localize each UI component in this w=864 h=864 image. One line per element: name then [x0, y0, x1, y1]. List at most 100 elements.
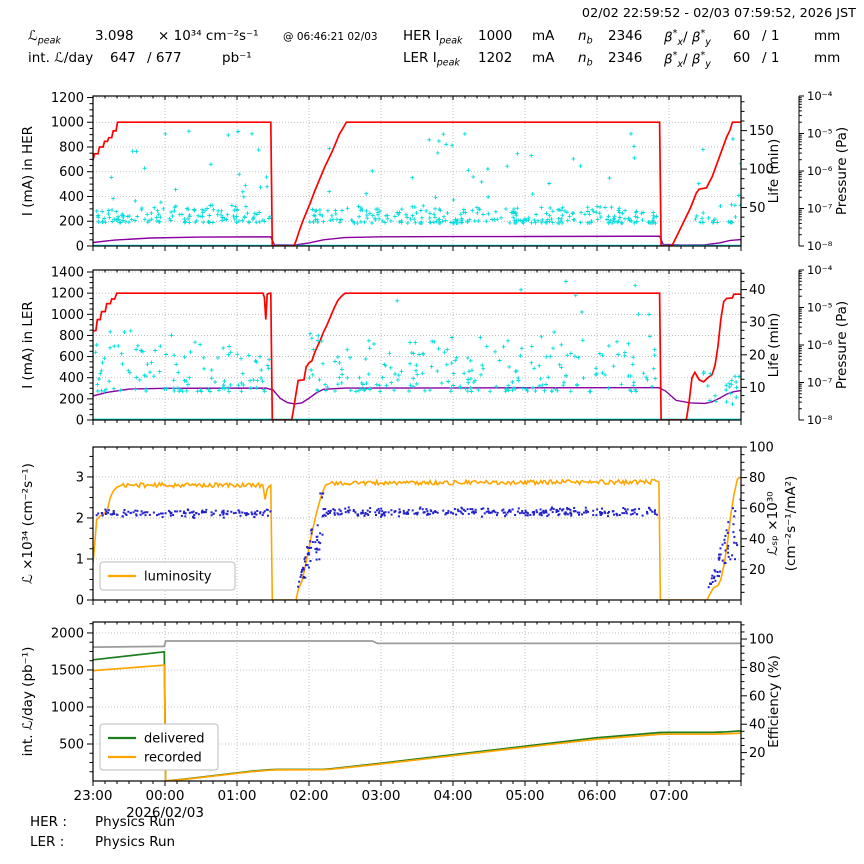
svg-text:20: 20 — [749, 348, 766, 363]
nb-her-value: 2346 — [608, 28, 643, 44]
ler-status-value: Physics Run — [95, 834, 176, 850]
ler-status-label: LER : — [30, 834, 65, 850]
svg-text:60: 60 — [749, 689, 766, 704]
svg-text:00:00: 00:00 — [146, 788, 185, 804]
svg-text:1: 1 — [76, 552, 84, 567]
her-current-line — [93, 121, 741, 246]
lpeak-value: 3.098 — [95, 28, 134, 44]
intlum-legend — [99, 723, 219, 771]
her-status-value: Physics Run — [95, 814, 176, 830]
lpeak-timestamp: @ 06:46:21 02/03 — [283, 31, 378, 43]
svg-text:2: 2 — [76, 511, 84, 526]
beta-unit-ler: mm — [814, 50, 841, 66]
svg-text:ℒ ×10³⁴ (cm⁻²s⁻¹): ℒ ×10³⁴ (cm⁻²s⁻¹) — [20, 463, 36, 584]
intlum-recorded-line — [93, 664, 741, 781]
svg-text:06:00: 06:00 — [578, 788, 617, 804]
svg-text:0: 0 — [76, 414, 84, 429]
svg-text:400: 400 — [59, 371, 84, 386]
her-ipeak-unit: mA — [532, 28, 555, 44]
beta-her-value: 60 — [733, 28, 751, 44]
her-ipeak-value: 1000 — [478, 28, 513, 44]
svg-text:800: 800 — [59, 329, 84, 344]
ler-lifetime-points — [93, 279, 741, 407]
her-ticks — [87, 95, 804, 251]
svg-text:800: 800 — [59, 140, 84, 155]
svg-text:60: 60 — [749, 502, 766, 517]
svg-text:1000: 1000 — [51, 308, 84, 323]
panel-lum: 0 1 2 3 20 40 60 80 100 ℒₛₚ ×10³⁰ (cm⁻²s⁻¹/mA²) ℒ ×… — [20, 441, 799, 609]
beta-ler-value: 60 — [733, 50, 751, 66]
svg-text:20: 20 — [749, 563, 766, 578]
svg-text:600: 600 — [59, 350, 84, 365]
svg-text:2026/02/03: 2026/02/03 — [126, 805, 204, 821]
her-pressure-line — [93, 235, 741, 246]
svg-text:1200: 1200 — [51, 287, 84, 302]
svg-text:40: 40 — [749, 532, 766, 547]
her-lifetime-points — [94, 129, 741, 226]
ler-ipeak-value: 1202 — [478, 50, 513, 66]
svg-text:1200: 1200 — [51, 91, 84, 106]
beta-her-value2: / 1 — [762, 28, 780, 44]
svg-text:10⁻⁶: 10⁻⁶ — [807, 164, 833, 178]
svg-text:10⁻⁷: 10⁻⁷ — [807, 202, 833, 216]
ler-ipeak-label: LER Ipeak — [403, 50, 460, 69]
svg-text:80: 80 — [749, 471, 766, 486]
svg-text:10⁻⁵: 10⁻⁵ — [807, 301, 833, 315]
lum-luminosity-line — [93, 476, 741, 600]
time-range-title: 02/02 22:59:52 - 02/03 07:59:52, 2026 JS… — [581, 6, 856, 21]
svg-text:(cm⁻²s⁻¹/mA²): (cm⁻²s⁻¹/mA²) — [783, 476, 799, 572]
svg-text:Life (min): Life (min) — [766, 139, 782, 204]
intlum-efficiency-line — [93, 640, 741, 648]
header-row-1: ℒpeak 3.098 × 10³⁴ cm⁻²s⁻¹ @ 06:46:21 02… — [0, 28, 864, 50]
svg-text:Life (min): Life (min) — [766, 313, 782, 378]
intlum-ticks — [87, 622, 747, 786]
lum-legend — [99, 561, 236, 591]
her-frame — [92, 95, 742, 247]
svg-text:3: 3 — [76, 470, 84, 485]
svg-text:200: 200 — [59, 392, 84, 407]
ler-pressure-line — [93, 386, 741, 405]
svg-text:04:00: 04:00 — [434, 788, 473, 804]
svg-text:ℒₛₚ ×10³⁰: ℒₛₚ ×10³⁰ — [765, 491, 781, 555]
svg-text:10⁻⁵: 10⁻⁵ — [807, 127, 833, 141]
svg-text:50: 50 — [749, 201, 766, 216]
lum-grid — [93, 447, 741, 600]
svg-text:I (mA) in LER: I (mA) in LER — [20, 301, 36, 389]
svg-text:600: 600 — [59, 165, 84, 180]
panel-intlum: 500 1000 1500 2000 20 40 60 80 100 Efficiency (%)… — [20, 621, 782, 821]
svg-text:07:00: 07:00 — [650, 788, 689, 804]
svg-text:01:00: 01:00 — [218, 788, 257, 804]
svg-text:Pressure (Pa): Pressure (Pa) — [834, 301, 850, 389]
svg-text:10: 10 — [749, 381, 766, 396]
svg-text:I (mA) in HER: I (mA) in HER — [20, 126, 36, 216]
intlum-delivered-value: / 677 — [147, 50, 182, 66]
lum-ticks — [87, 446, 747, 605]
svg-text:1000: 1000 — [51, 700, 84, 715]
beta-unit: mm — [814, 28, 841, 44]
svg-text:100: 100 — [749, 163, 774, 178]
svg-text:500: 500 — [59, 737, 84, 752]
ler-ticks — [87, 269, 804, 425]
lpeak-unit: × 10³⁴ cm⁻²s⁻¹ — [158, 28, 259, 44]
svg-text:02:00: 02:00 — [290, 788, 329, 804]
header-row-2: int. ℒ/day 647 / 677 pb⁻¹ LER Ipeak 1202… — [0, 50, 864, 72]
nb-label: nb — [578, 28, 593, 47]
lum-specific-luminosity-points — [95, 492, 741, 589]
intlum-label: int. ℒ/day — [28, 50, 94, 66]
svg-text:03:00: 03:00 — [362, 788, 401, 804]
svg-text:10⁻⁴: 10⁻⁴ — [807, 263, 833, 277]
svg-text:05:00: 05:00 — [506, 788, 545, 804]
svg-text:10⁻⁸: 10⁻⁸ — [807, 413, 833, 427]
beta-ler-value2: / 1 — [762, 50, 780, 66]
svg-text:40: 40 — [749, 718, 766, 733]
svg-text:10⁻⁶: 10⁻⁶ — [807, 338, 833, 352]
svg-text:150: 150 — [749, 124, 774, 139]
svg-text:100: 100 — [749, 633, 774, 648]
her-status-label: HER : — [30, 814, 67, 830]
svg-text:1400: 1400 — [51, 266, 84, 281]
svg-text:30: 30 — [749, 316, 766, 331]
svg-text:1500: 1500 — [51, 663, 84, 678]
